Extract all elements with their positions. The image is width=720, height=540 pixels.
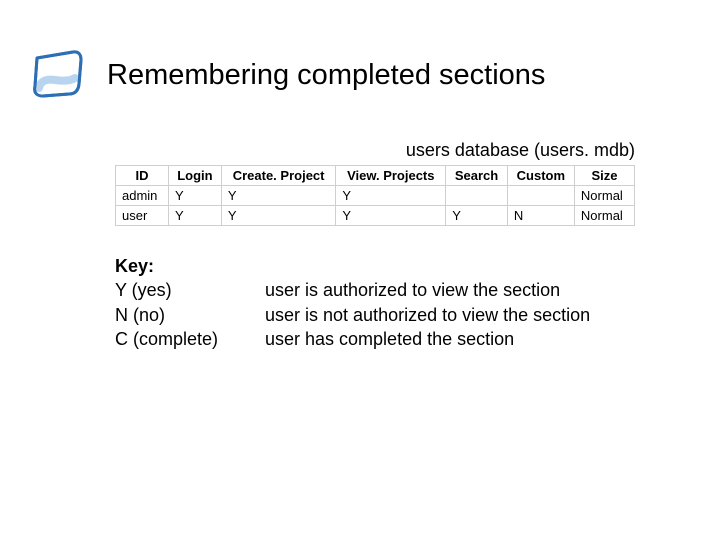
key-heading: Key:	[115, 254, 720, 278]
users-table-wrap: ID Login Create. Project View. Projects …	[0, 161, 720, 226]
page-title: Remembering completed sections	[107, 59, 545, 92]
cell: Y	[168, 206, 221, 226]
col-login: Login	[168, 166, 221, 186]
key-right: user is not authorized to view the secti…	[265, 303, 590, 327]
cell: Y	[336, 206, 446, 226]
key-block: Key: Y (yes) user is authorized to view …	[0, 226, 720, 351]
paper-sheet-icon	[25, 45, 95, 105]
key-row: Y (yes) user is authorized to view the s…	[115, 278, 720, 302]
table-row: admin Y Y Y Normal	[116, 186, 635, 206]
cell: Y	[168, 186, 221, 206]
col-id: ID	[116, 166, 169, 186]
cell: Y	[221, 206, 336, 226]
table-header-row: ID Login Create. Project View. Projects …	[116, 166, 635, 186]
cell: Y	[221, 186, 336, 206]
key-left: N (no)	[115, 303, 265, 327]
cell: user	[116, 206, 169, 226]
key-left: C (complete)	[115, 327, 265, 351]
key-row: N (no) user is not authorized to view th…	[115, 303, 720, 327]
cell: admin	[116, 186, 169, 206]
table-row: user Y Y Y Y N Normal	[116, 206, 635, 226]
cell	[446, 186, 508, 206]
cell	[507, 186, 574, 206]
cell: Y	[336, 186, 446, 206]
users-table: ID Login Create. Project View. Projects …	[115, 165, 635, 226]
key-right: user is authorized to view the section	[265, 278, 560, 302]
col-view-projects: View. Projects	[336, 166, 446, 186]
table-caption: users database (users. mdb)	[0, 140, 720, 161]
col-custom: Custom	[507, 166, 574, 186]
cell: N	[507, 206, 574, 226]
key-right: user has completed the section	[265, 327, 514, 351]
col-search: Search	[446, 166, 508, 186]
cell: Normal	[574, 206, 634, 226]
col-create-project: Create. Project	[221, 166, 336, 186]
header: Remembering completed sections	[0, 0, 720, 105]
cell: Normal	[574, 186, 634, 206]
key-left: Y (yes)	[115, 278, 265, 302]
cell: Y	[446, 206, 508, 226]
col-size: Size	[574, 166, 634, 186]
key-row: C (complete) user has completed the sect…	[115, 327, 720, 351]
